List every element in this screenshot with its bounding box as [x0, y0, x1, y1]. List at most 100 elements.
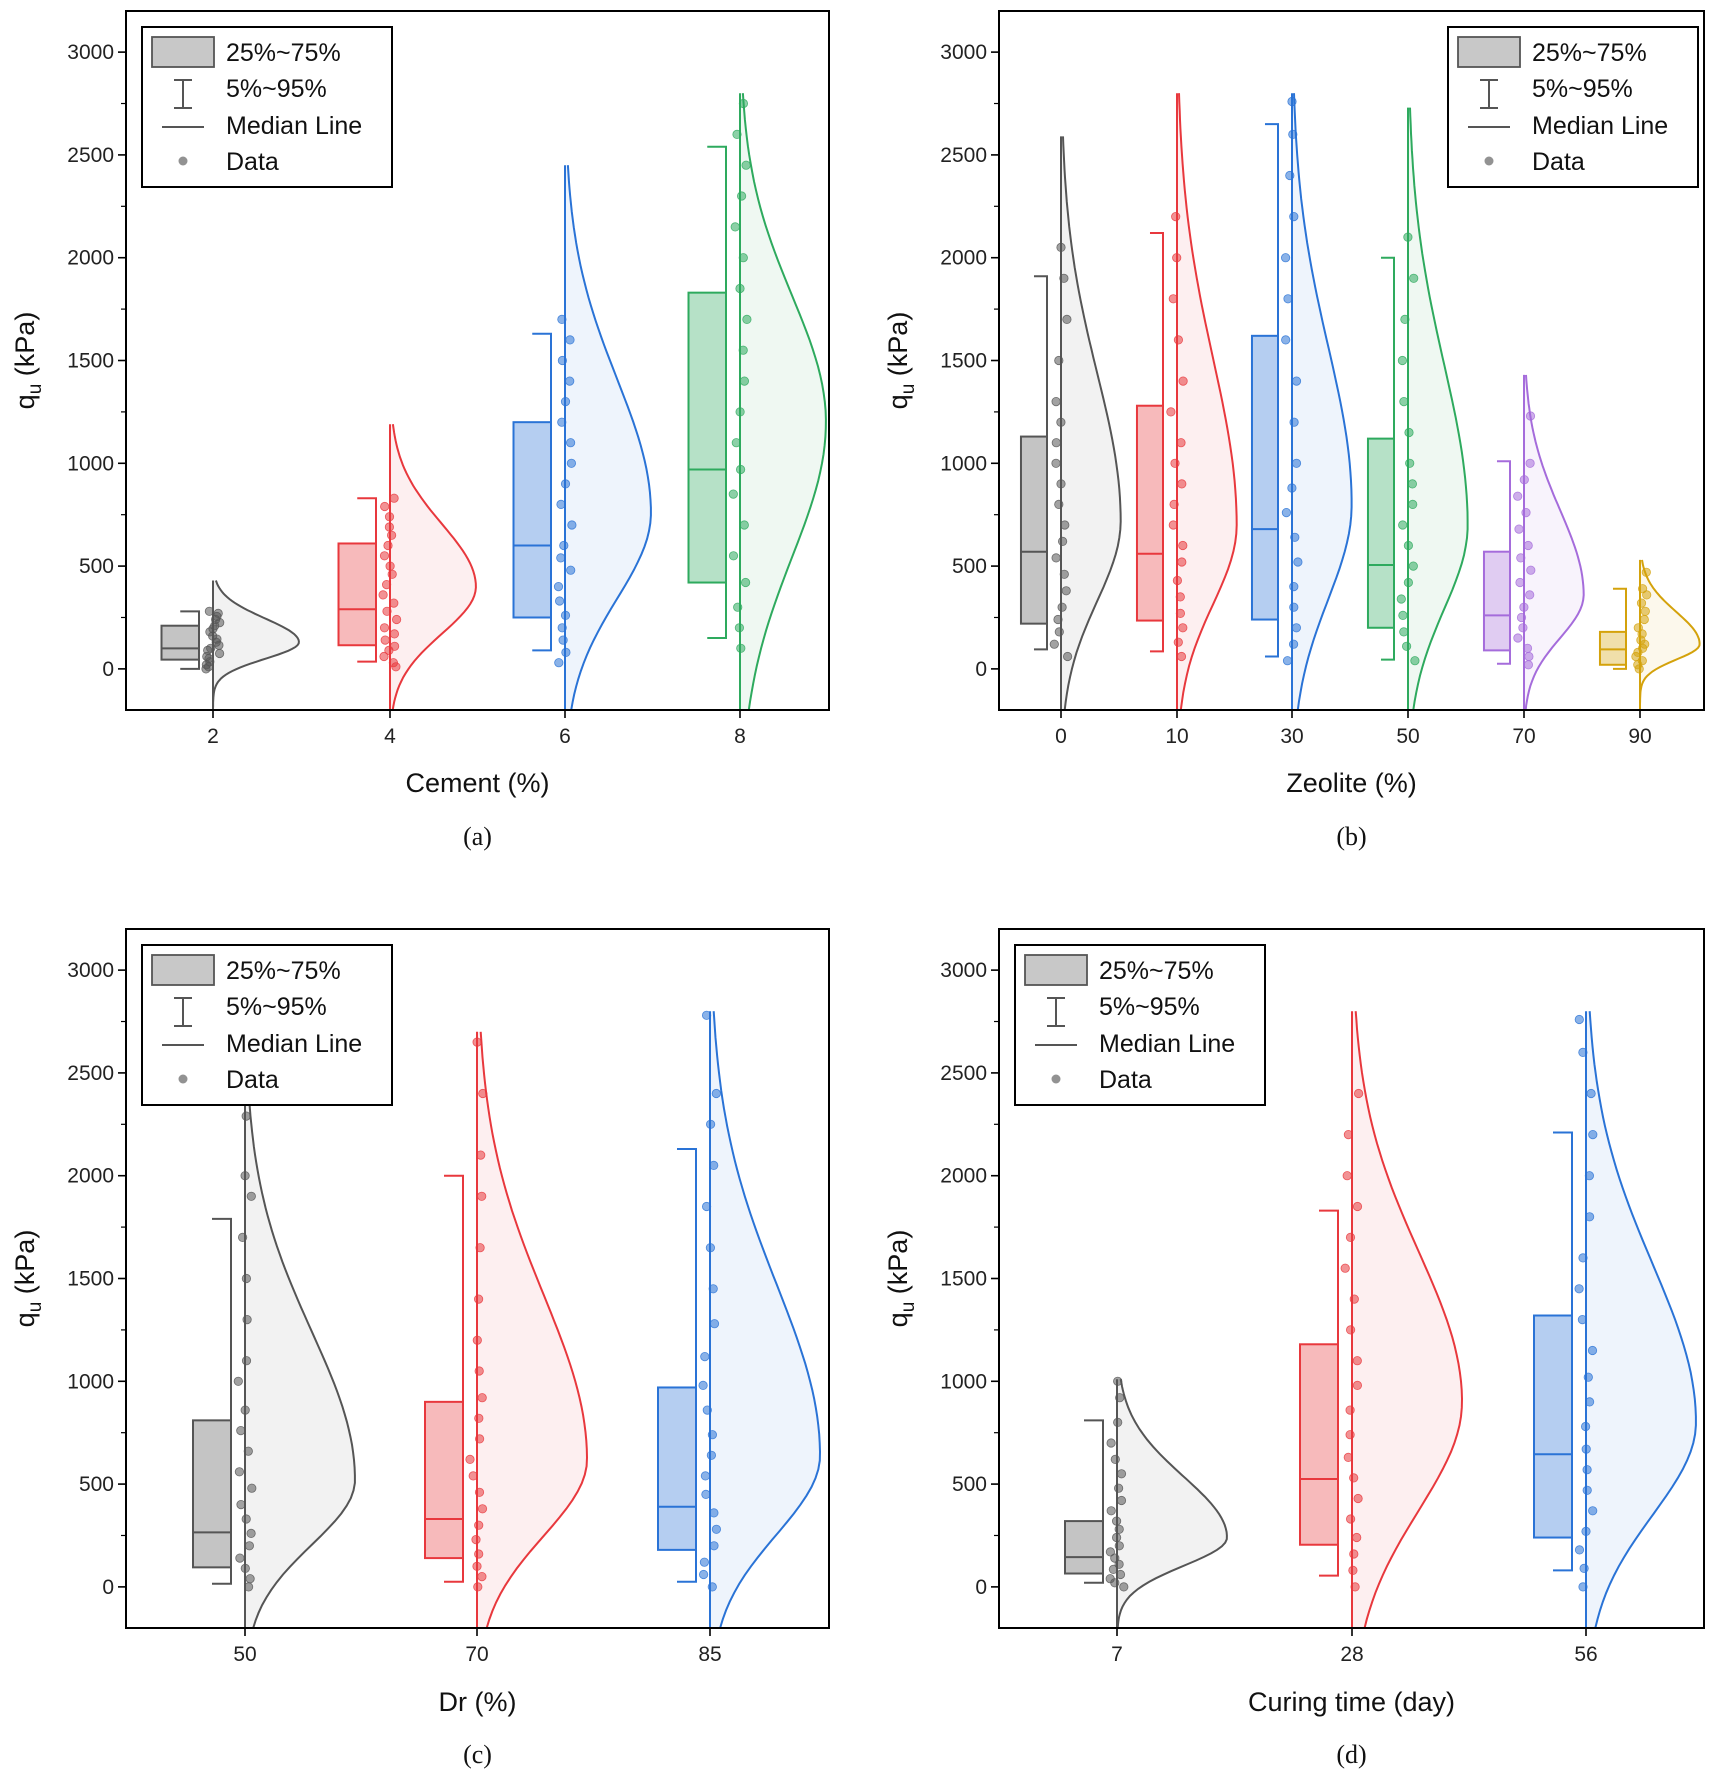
data-point: [1289, 212, 1299, 222]
data-point: [381, 579, 392, 590]
data-point: [1577, 1315, 1588, 1325]
data-point: [204, 606, 214, 616]
data-point: [235, 1553, 245, 1563]
y-label-main: q: [10, 1312, 40, 1327]
data-point: [1408, 499, 1418, 509]
x-tick-label: 70: [1512, 725, 1535, 748]
data-point: [1166, 407, 1176, 417]
data-point: [557, 314, 567, 324]
data-point: [711, 1524, 722, 1534]
chart-panel-a: 0 500 1000 1500 2000 2500 3000 2 4 6 8 Cement (%) qu…: [10, 10, 830, 851]
group-0: [1019, 136, 1122, 710]
data-point: [1516, 553, 1526, 563]
data-point: [1587, 1345, 1598, 1356]
data-point: [1281, 507, 1292, 518]
data-point: [1290, 532, 1300, 542]
data-point: [1293, 557, 1303, 567]
data-point: [1114, 1483, 1124, 1493]
whisker-bracket: [1612, 587, 1627, 670]
legend-label-1: 5%~95%: [226, 993, 327, 1021]
y-tick-label: 2500: [67, 1062, 114, 1085]
data-point: [1407, 479, 1418, 489]
violin-fill: [1352, 1011, 1462, 1628]
legend-label-1: 5%~95%: [226, 75, 327, 103]
y-tick-label: 1000: [67, 452, 114, 475]
y-label-main: q: [883, 394, 913, 409]
legend-data-swatch: [1484, 156, 1494, 166]
violin-fill: [1292, 93, 1352, 710]
data-point: [1176, 438, 1186, 448]
data-point: [735, 464, 746, 475]
legend-label-0: 25%~75%: [1099, 957, 1214, 985]
data-point: [1108, 1564, 1119, 1575]
iqr-box: [512, 421, 552, 619]
data-point: [1585, 1212, 1595, 1222]
data-point: [565, 335, 575, 345]
data-point: [1633, 623, 1643, 633]
legend-box-swatch: [1024, 954, 1088, 986]
data-point: [1285, 170, 1295, 181]
data-point: [1586, 1088, 1596, 1099]
y-axis-label: qu (kPa): [883, 312, 919, 410]
data-point: [1114, 1559, 1124, 1569]
y-label-unit: (kPa): [883, 1230, 913, 1302]
iqr-box: [657, 1386, 697, 1551]
data-point: [701, 1489, 711, 1500]
whisker-bracket: [212, 1217, 232, 1585]
data-point: [1399, 627, 1409, 637]
data-point: [740, 577, 751, 588]
data-point: [1579, 1563, 1589, 1574]
whisker-bracket: [677, 1147, 697, 1583]
data-point: [1113, 1417, 1123, 1428]
y-tick-label: 0: [102, 1576, 114, 1599]
data-point: [1289, 639, 1299, 649]
data-point: [1177, 479, 1187, 489]
data-point: [1345, 1430, 1355, 1440]
violin-fill: [477, 1031, 587, 1628]
violin-outline: [741, 93, 827, 710]
data-point: [1106, 1438, 1116, 1448]
data-point: [1051, 438, 1061, 448]
data-point: [474, 1487, 485, 1497]
legend-label-2: Median Line: [226, 112, 362, 140]
y-label-unit: (kPa): [883, 312, 913, 384]
data-point: [1581, 1526, 1591, 1537]
data-point: [1519, 475, 1529, 485]
legend-label-3: Data: [226, 148, 279, 176]
data-point: [241, 1514, 251, 1524]
iqr-box: [687, 291, 727, 584]
x-axis-label: Zeolite (%): [1286, 768, 1417, 798]
data-point: [1061, 586, 1071, 596]
y-tick-label: 1500: [940, 1268, 987, 1291]
iqr-box: [1482, 550, 1512, 652]
data-point: [702, 1405, 712, 1415]
data-point: [240, 1171, 250, 1181]
y-tick-label: 3000: [67, 959, 114, 982]
data-point: [1513, 633, 1523, 643]
data-point: [1526, 565, 1536, 575]
violin-outline: [1588, 1011, 1697, 1628]
data-point: [1582, 1485, 1592, 1495]
data-point: [700, 1471, 711, 1481]
data-point: [557, 417, 567, 427]
data-point: [1289, 602, 1299, 612]
data-point: [1105, 1574, 1115, 1584]
data-point: [1059, 569, 1069, 579]
data-point: [1110, 1553, 1120, 1563]
data-point: [560, 479, 571, 489]
data-point: [1584, 1171, 1595, 1181]
data-point: [1115, 1393, 1125, 1403]
x-tick-label: 7: [1111, 1643, 1123, 1666]
y-label-unit: (kPa): [10, 312, 40, 384]
data-point: [206, 643, 216, 653]
data-point: [244, 1582, 254, 1592]
data-point: [473, 1582, 483, 1592]
chart-panel-b: 0 500 1000 1500 2000 2500 3000 0 10 30 50 70 90 Zeoli…: [883, 10, 1705, 851]
data-point: [1636, 598, 1647, 608]
iqr-box: [1250, 334, 1280, 621]
data-point: [709, 1160, 719, 1171]
data-point: [465, 1454, 475, 1465]
data-point: [1060, 520, 1070, 530]
data-point: [1523, 540, 1533, 551]
data-point: [1291, 458, 1302, 468]
